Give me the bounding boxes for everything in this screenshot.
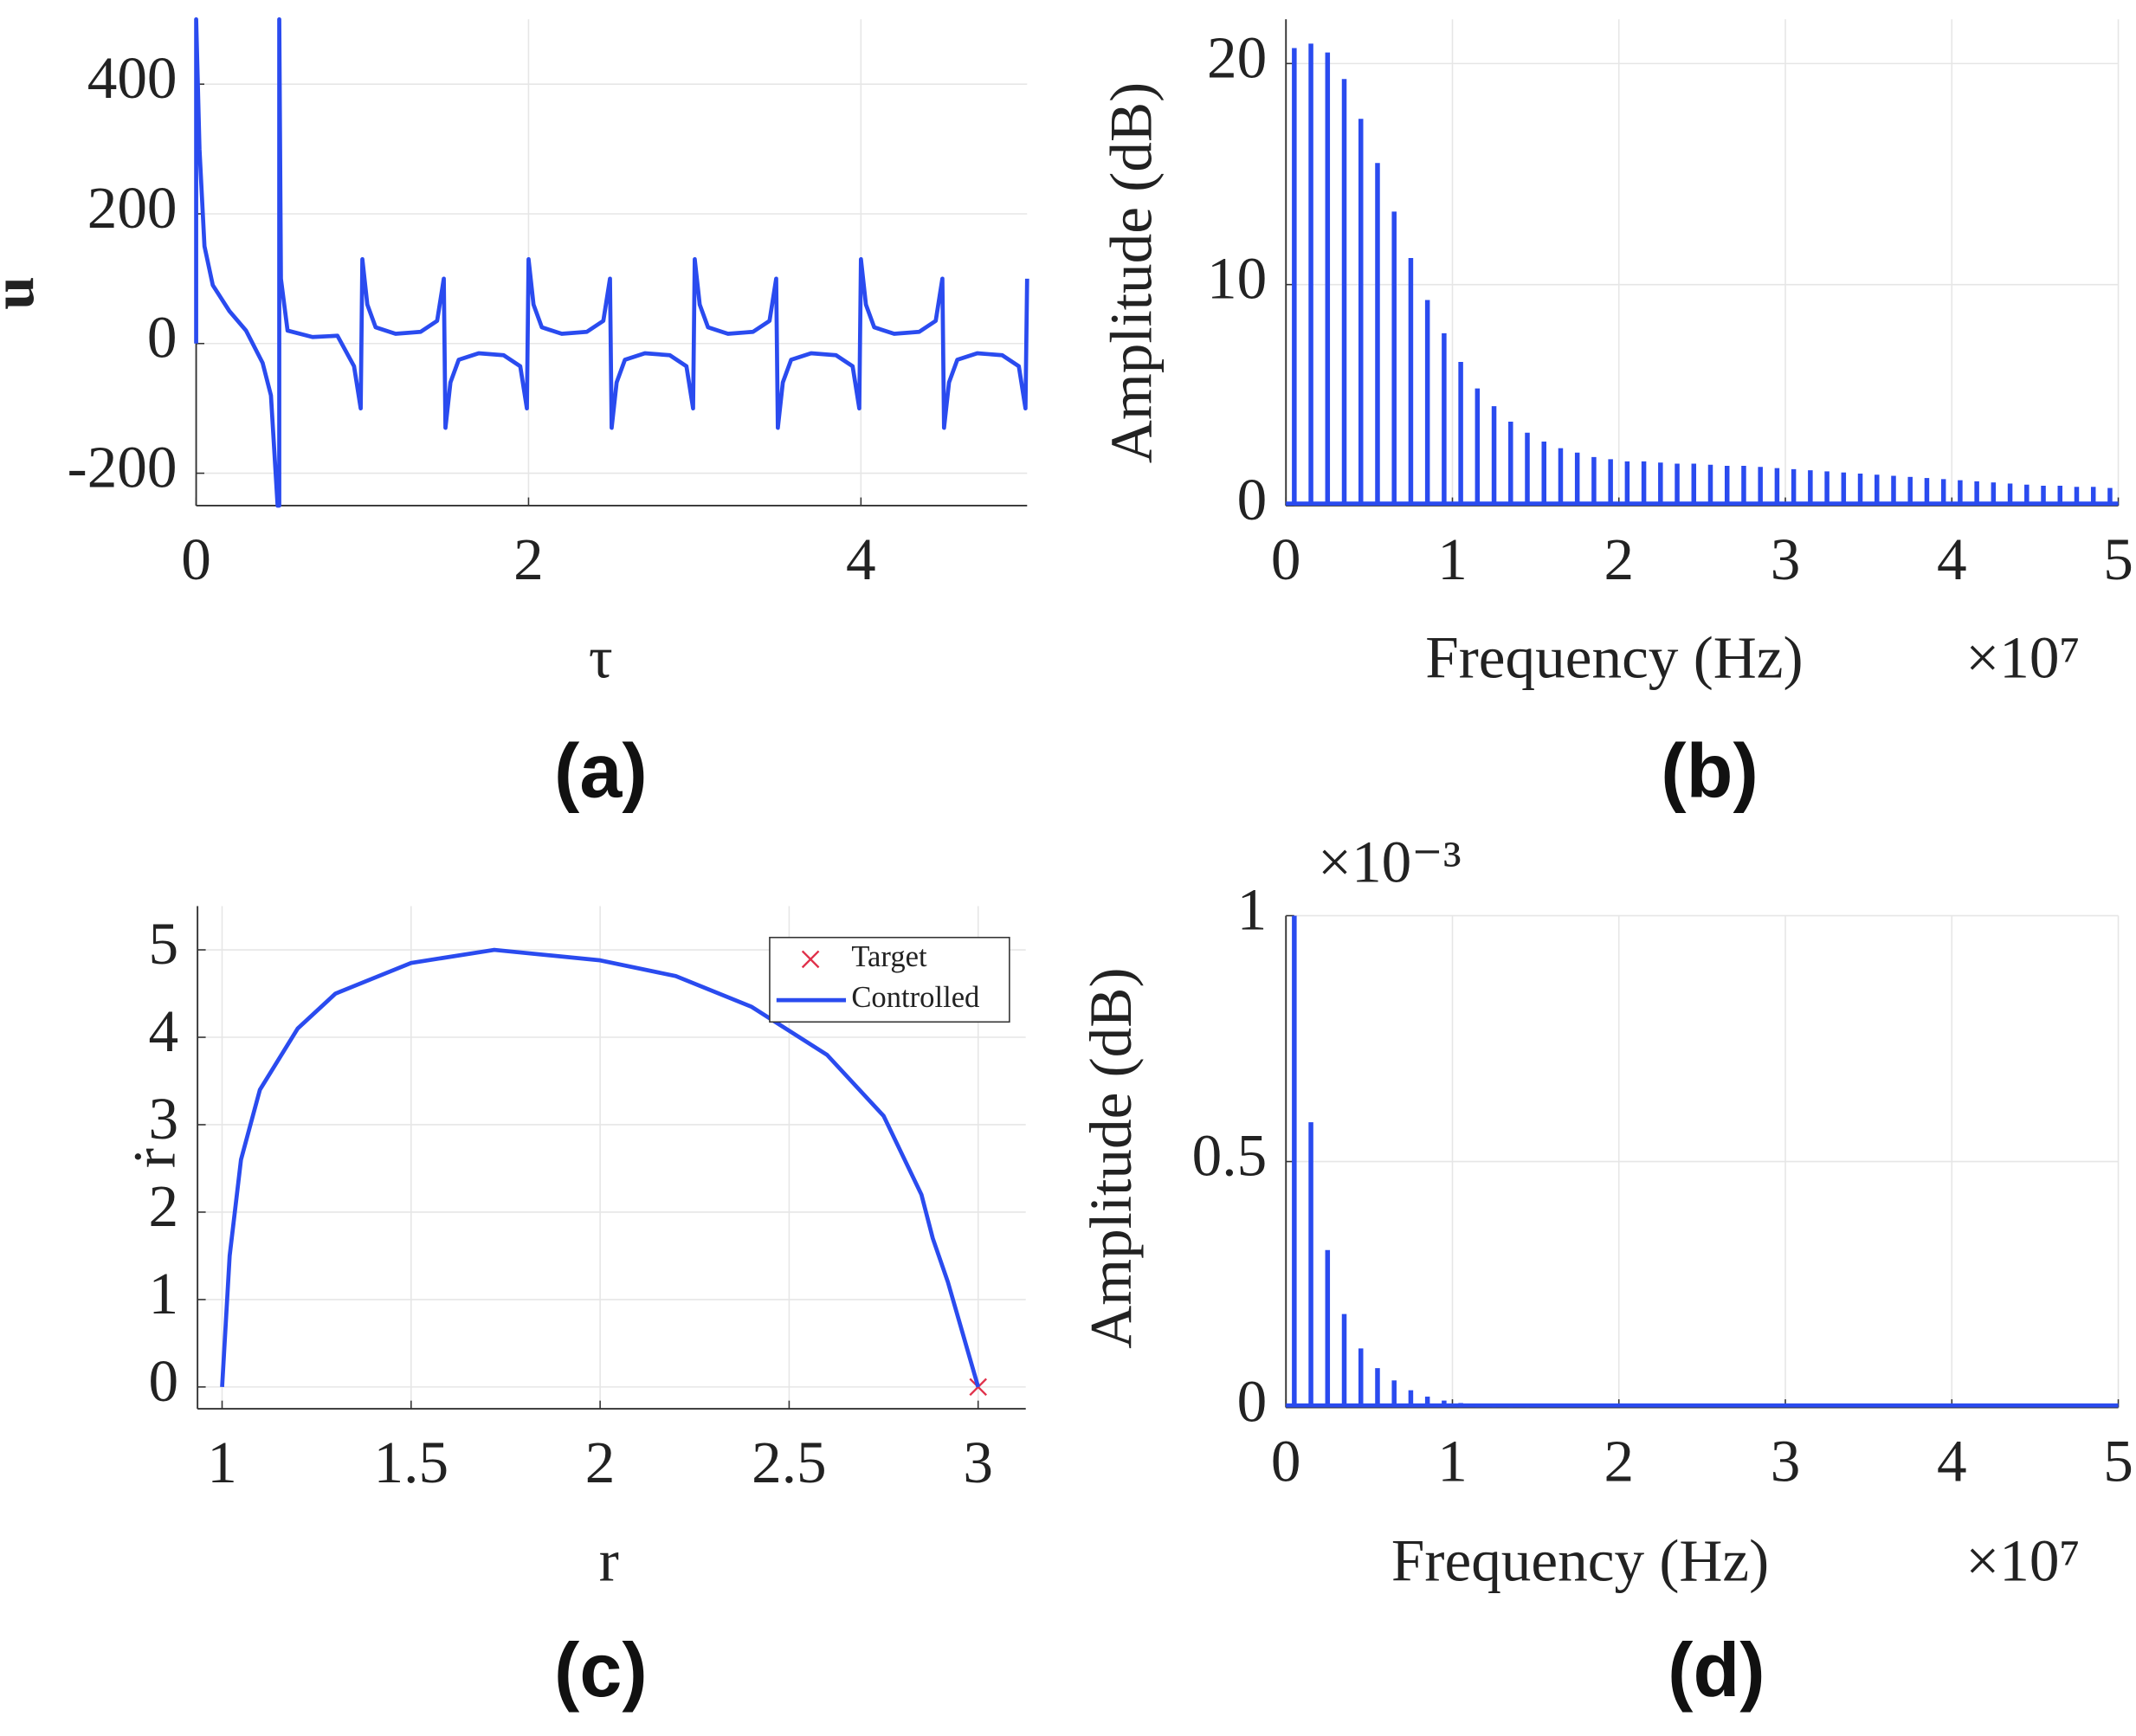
x-tick-label: 2 — [1604, 526, 1634, 592]
x-tick-label: 3 — [1771, 526, 1801, 592]
legend-label: Target — [851, 940, 927, 973]
x-tick-label: 2 — [513, 526, 544, 592]
y-tick-label: -200 — [68, 433, 177, 500]
y-tick-label: 10 — [1207, 245, 1267, 312]
x-tick-label: 1 — [1437, 1428, 1468, 1494]
x-axis-label: τ — [589, 623, 613, 690]
x-tick-label: 1.5 — [374, 1429, 449, 1495]
y-multiplier: ×10⁻³ — [1318, 828, 1462, 894]
y-tick-label: 400 — [87, 44, 177, 111]
data-line — [194, 16, 1029, 508]
y-tick-label: 200 — [87, 174, 177, 241]
x-axis-label: r — [599, 1527, 619, 1594]
y-tick-label: 0 — [148, 1347, 178, 1414]
y-axis-label: u — [0, 276, 46, 310]
x-tick-label: 5 — [2103, 1428, 2133, 1494]
y-tick-label: 3 — [148, 1085, 178, 1152]
y-axis-label: Amplitude (dB) — [1077, 967, 1144, 1348]
y-tick-label: 0 — [1237, 466, 1268, 532]
legend-box — [769, 936, 1010, 1023]
x-tick-label: 2.5 — [752, 1429, 827, 1495]
x-tick-label: 0 — [1271, 1428, 1301, 1494]
y-axis-label: Amplitude (dB) — [1098, 82, 1165, 463]
data-line — [220, 947, 980, 1388]
panel-label: (b) — [1661, 727, 1758, 813]
x-axis-label: Frequency (Hz) — [1391, 1527, 1769, 1594]
y-tick-label: 4 — [148, 997, 178, 1064]
x-tick-label: 5 — [2103, 526, 2133, 592]
y-tick-label: 2 — [148, 1172, 178, 1239]
x-tick-label: 0 — [1271, 526, 1301, 592]
x-tick-label: 4 — [1937, 526, 1967, 592]
x-multiplier: ×10⁷ — [1965, 1527, 2080, 1594]
x-tick-label: 3 — [1771, 1428, 1801, 1494]
y-tick-label: 1 — [148, 1260, 178, 1326]
panel-label: (d) — [1668, 1627, 1765, 1713]
x-tick-label: 0 — [181, 526, 211, 592]
x-tick-label: 1 — [1437, 526, 1468, 592]
y-tick-label: 5 — [148, 910, 178, 977]
legend-label: Controlled — [851, 981, 979, 1014]
x-tick-label: 2 — [585, 1429, 616, 1495]
x-tick-label: 4 — [1937, 1428, 1967, 1494]
panel-label: (a) — [554, 727, 648, 813]
x-tick-label: 3 — [963, 1429, 993, 1495]
y-tick-label: 0 — [1237, 1367, 1268, 1434]
y-tick-label: 0 — [147, 304, 177, 371]
x-multiplier: ×10⁷ — [1965, 623, 2080, 690]
y-tick-label: 1 — [1237, 875, 1268, 942]
legend-marker — [801, 950, 820, 969]
x-tick-label: 4 — [846, 526, 876, 592]
y-tick-label: 20 — [1207, 23, 1267, 90]
x-tick-label: 2 — [1604, 1428, 1634, 1494]
panel-label: (c) — [554, 1627, 648, 1713]
y-tick-label: 0.5 — [1192, 1121, 1268, 1188]
x-axis-label: Frequency (Hz) — [1425, 623, 1803, 690]
x-tick-label: 1 — [207, 1429, 237, 1495]
y-axis-label: ṙ — [121, 1148, 188, 1168]
